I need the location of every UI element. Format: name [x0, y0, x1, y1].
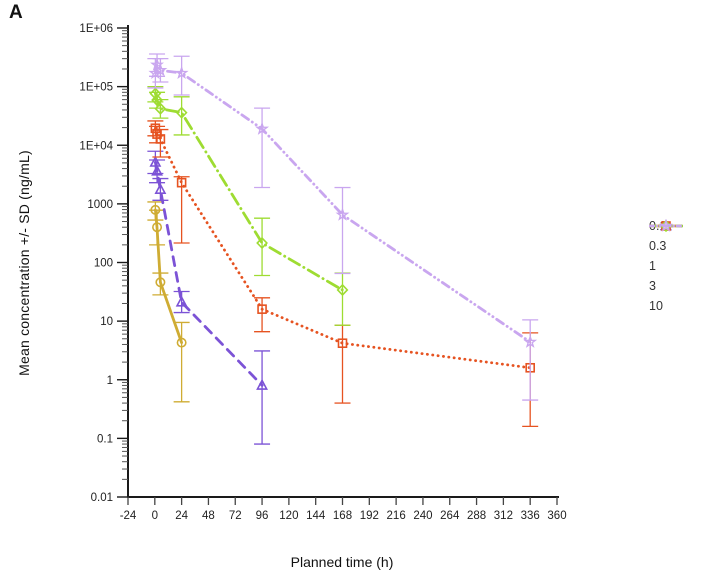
marker-star — [148, 65, 163, 80]
x-tick-label: 48 — [202, 510, 215, 522]
legend-item-3: 3 — [649, 219, 683, 293]
y-tick-label: 1000 — [87, 199, 113, 211]
marker-diamond — [256, 236, 268, 250]
error-bar — [173, 96, 190, 136]
error-bar — [254, 107, 271, 189]
error-bar — [173, 176, 190, 244]
legend-label: 10 — [649, 299, 663, 313]
legend-label: 3 — [649, 279, 656, 293]
x-tick-label: 288 — [467, 510, 486, 522]
marker-diamond — [336, 283, 349, 297]
x-tick-label: 216 — [387, 510, 406, 522]
series-0.1 — [147, 201, 190, 403]
marker-star — [335, 207, 350, 221]
marker-triangle — [151, 164, 163, 176]
marker-circle — [176, 337, 187, 348]
marker-square — [176, 177, 187, 188]
x-tick-label: 312 — [494, 510, 513, 522]
marker-circle — [150, 204, 161, 215]
x-tick-label: 264 — [440, 510, 460, 522]
marker-star — [255, 121, 270, 135]
legend-item-0.3: 0.3 — [649, 219, 683, 253]
marker-triangle — [149, 155, 162, 167]
y-tick-label: 0.01 — [91, 492, 113, 504]
legend-item-1: 1 — [649, 221, 683, 273]
x-tick-label: 336 — [521, 510, 540, 522]
y-tick-label: 1E+05 — [79, 82, 113, 94]
series-line-0.1 — [154, 208, 183, 344]
x-tick-label: 240 — [413, 510, 432, 522]
error-bar — [522, 319, 539, 401]
y-tick-label: 1 — [107, 375, 113, 387]
marker-diamond — [151, 93, 163, 107]
x-axis-title: Planned time (h) — [290, 554, 394, 570]
x-tick-label: 24 — [175, 510, 188, 522]
x-tick-label: 360 — [547, 510, 566, 522]
panel-label: A — [9, 2, 23, 23]
error-bar — [173, 321, 190, 403]
error-bar — [254, 350, 271, 445]
marker-star — [174, 65, 189, 80]
marker-square — [257, 304, 267, 314]
axes: 1E+06 1E+05 1E+04 1000 100 10 1 0.1 0.01 -24 0 24 48… — [79, 23, 566, 522]
x-tick-label: 168 — [333, 510, 352, 522]
marker-diamond — [154, 102, 167, 115]
x-tick-label: 96 — [256, 510, 269, 522]
error-bar — [334, 186, 351, 275]
y-tick-label: 10 — [100, 316, 113, 328]
legend-label: 1 — [649, 259, 656, 273]
series-line-0.3 — [154, 161, 264, 387]
series-10 — [147, 53, 539, 401]
marker-triangle — [256, 378, 268, 390]
x-tick-label: 192 — [360, 510, 379, 522]
marker-star — [523, 334, 538, 348]
y-tick-label: 1E+04 — [79, 140, 113, 152]
legend: 0.1 0.3 1 3 10 — [649, 219, 683, 313]
marker-diamond — [149, 87, 162, 100]
error-bar — [254, 217, 271, 277]
series-line-3 — [154, 92, 344, 292]
marker-triangle — [175, 295, 188, 307]
legend-label: 0.3 — [649, 239, 667, 253]
marker-star — [659, 219, 673, 232]
series-1 — [147, 120, 539, 428]
y-tick-label: 100 — [94, 258, 113, 270]
x-tick-label: 0 — [152, 510, 158, 522]
marker-square — [337, 338, 348, 349]
series-0.3 — [147, 150, 271, 445]
marker-triangle — [154, 182, 167, 195]
x-tick-label: -24 — [120, 510, 137, 522]
legend-sample — [649, 219, 683, 232]
marker-diamond — [175, 106, 188, 119]
y-tick-label: 0.1 — [97, 433, 113, 445]
marker-circle — [152, 222, 163, 233]
error-bar — [334, 272, 351, 326]
series-3 — [147, 85, 351, 326]
marker-circle — [155, 277, 166, 288]
legend-item-10: 10 — [649, 219, 683, 313]
x-tick-label: 144 — [306, 510, 326, 522]
marker-star — [150, 57, 164, 71]
marker-square — [150, 123, 161, 134]
x-tick-label: 120 — [279, 510, 298, 522]
marker-square — [155, 134, 166, 144]
x-tick-label: 72 — [229, 510, 242, 522]
y-tick-label: 1E+06 — [79, 23, 113, 35]
error-bar — [254, 297, 271, 333]
series-line-1 — [154, 126, 532, 370]
series-line-10 — [154, 61, 532, 344]
marker-star — [153, 62, 168, 77]
error-bar — [334, 324, 351, 404]
